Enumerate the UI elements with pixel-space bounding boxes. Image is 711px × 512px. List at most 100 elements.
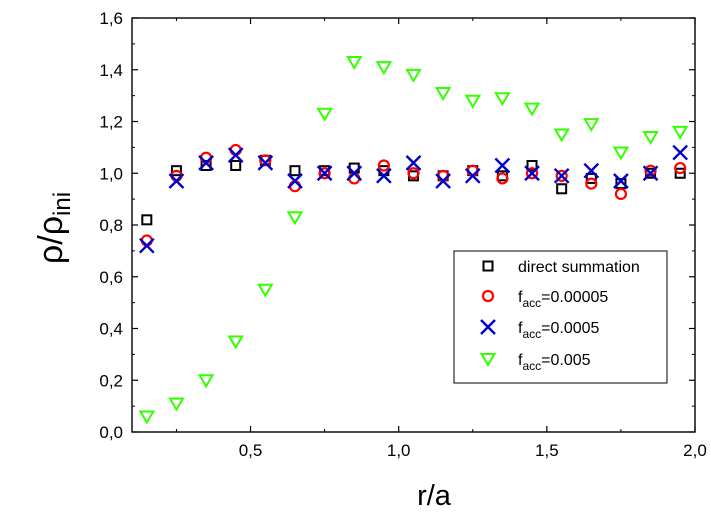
- data-point: [259, 154, 272, 167]
- data-point: [168, 397, 185, 412]
- y-tick-label: 1,4: [99, 61, 123, 80]
- x-tick-label: 2,0: [683, 441, 707, 460]
- data-point: [227, 335, 244, 350]
- data-point: [524, 165, 540, 182]
- data-points: [138, 55, 689, 425]
- legend-box: [453, 250, 668, 384]
- data-point: [525, 167, 539, 180]
- series-square: [141, 154, 686, 226]
- data-point: [671, 125, 689, 140]
- y-tick-label: 1,0: [99, 164, 123, 183]
- legend-label-main: f: [518, 320, 523, 337]
- legend-label: direct summation: [518, 259, 640, 276]
- data-point: [642, 165, 659, 182]
- y-tick-label: 0,8: [99, 216, 123, 235]
- y-axis-title-sub: ini: [49, 192, 76, 216]
- data-point: [200, 159, 212, 171]
- y-tick-label: 0,2: [99, 371, 123, 390]
- data-point: [585, 172, 597, 184]
- data-point: [674, 167, 686, 179]
- data-point: [434, 87, 452, 102]
- data-point: [553, 128, 570, 143]
- data-point: [613, 173, 629, 189]
- y-tick-label: 0,0: [99, 423, 123, 442]
- legend-marker: [479, 353, 497, 367]
- legend: direct summationfacc=0.00005facc=0.0005f…: [453, 250, 668, 384]
- legend-marker: [480, 319, 496, 335]
- x-axis: 0,5 1,0 1,5 2,0: [175, 18, 707, 460]
- y-tick-label: 1,6: [99, 9, 123, 28]
- y-axis: 0,0 0,2 0,4 0,6 0,8 1,0 1,2 1,4 1,6: [99, 9, 695, 442]
- data-point: [674, 161, 687, 175]
- data-point: [197, 374, 215, 389]
- data-point: [227, 147, 244, 163]
- data-point: [405, 155, 422, 171]
- data-point: [257, 283, 274, 298]
- data-point: [583, 118, 600, 133]
- series-x: [138, 144, 689, 254]
- y-tick-label: 0,4: [99, 320, 123, 339]
- data-point: [644, 164, 657, 177]
- data-point: [405, 68, 422, 83]
- data-point: [526, 159, 538, 171]
- series-triangle-down: [138, 55, 689, 425]
- x-tick-label: 0,5: [239, 441, 263, 460]
- legend-marker: [481, 289, 495, 303]
- data-point: [464, 94, 482, 109]
- legend-label: facc=0.00005: [518, 289, 608, 310]
- legend-label-sub: acc: [522, 327, 541, 341]
- x-tick-label: 1,0: [387, 441, 411, 460]
- data-point: [375, 61, 393, 76]
- data-point: [612, 146, 630, 161]
- data-point: [614, 187, 628, 201]
- legend-label: facc=0.0005: [518, 320, 600, 341]
- x-tick-label: 1,5: [535, 441, 559, 460]
- data-point: [553, 167, 570, 184]
- legend-label-main: direct summation: [518, 259, 640, 276]
- y-axis-title: ρ/ρini: [32, 192, 76, 264]
- legend-marker: [482, 260, 494, 272]
- data-point: [141, 214, 153, 226]
- legend-label-sub: acc: [522, 359, 541, 373]
- y-axis-title-base: ρ/ρ: [32, 216, 70, 264]
- data-point: [198, 155, 214, 171]
- data-point: [346, 165, 363, 182]
- data-point: [286, 211, 304, 226]
- data-point: [494, 157, 511, 174]
- data-point: [583, 162, 600, 179]
- data-point: [672, 144, 689, 161]
- data-point: [496, 172, 509, 185]
- data-point: [318, 167, 331, 180]
- data-point: [230, 159, 242, 171]
- data-point: [435, 173, 451, 189]
- legend-label-sub: acc: [522, 296, 541, 310]
- legend-label-rest: =0.005: [541, 352, 590, 369]
- legend-label: facc=0.005: [518, 352, 591, 373]
- data-point: [316, 165, 333, 182]
- legend-label-rest: =0.00005: [541, 289, 608, 306]
- data-point: [376, 167, 392, 184]
- data-point: [345, 55, 363, 70]
- data-point: [585, 177, 598, 190]
- y-tick-label: 0,6: [99, 268, 123, 287]
- data-point: [523, 102, 541, 117]
- data-point: [287, 173, 303, 189]
- x-axis-title: r/a: [417, 480, 452, 512]
- data-point: [138, 237, 155, 254]
- data-point: [316, 107, 333, 122]
- data-point: [407, 167, 420, 180]
- data-point: [289, 165, 301, 177]
- data-point: [556, 183, 568, 195]
- data-point: [494, 92, 511, 107]
- data-point: [138, 410, 156, 425]
- y-tick-label: 1,2: [99, 113, 123, 132]
- legend-label-rest: =0.0005: [541, 320, 599, 337]
- data-point: [642, 131, 659, 145]
- data-point: [257, 155, 274, 171]
- data-point: [377, 159, 390, 172]
- legend-label-main: f: [518, 352, 523, 369]
- legend-label-main: f: [518, 289, 523, 306]
- series-circle: [140, 143, 687, 247]
- data-point: [464, 167, 481, 184]
